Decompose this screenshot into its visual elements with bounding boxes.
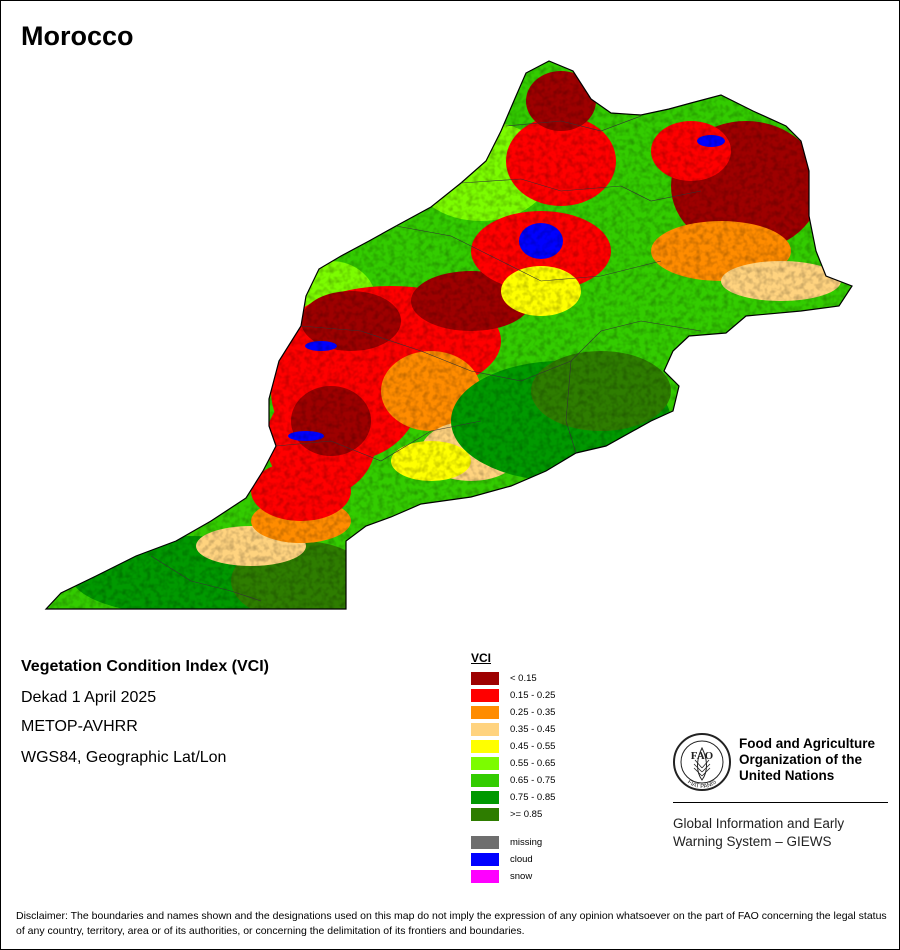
legend-item: < 0.15 bbox=[471, 672, 537, 685]
map-title: Morocco bbox=[21, 21, 134, 51]
svg-text:FIAT PANIS: FIAT PANIS bbox=[686, 779, 718, 790]
sensor-label: METOP-AVHRR bbox=[21, 718, 138, 735]
legend-label: < 0.15 bbox=[510, 673, 537, 684]
org-name: Food and Agriculture Organization of the… bbox=[739, 736, 875, 783]
giews-label: Global Information and Early Warning Sys… bbox=[673, 816, 845, 849]
legend-label: 0.65 - 0.75 bbox=[510, 775, 556, 786]
legend-swatch bbox=[471, 853, 499, 866]
legend-item: 0.55 - 0.65 bbox=[471, 757, 555, 770]
legend-label: 0.35 - 0.45 bbox=[510, 724, 556, 735]
legend-swatch bbox=[471, 672, 499, 685]
org-divider bbox=[673, 802, 888, 803]
legend-item: cloud bbox=[471, 853, 533, 866]
disclaimer: Disclaimer: The boundaries and names sho… bbox=[16, 910, 887, 937]
legend-item: 0.25 - 0.35 bbox=[471, 706, 555, 719]
legend-swatch bbox=[471, 774, 499, 787]
legend-label: >= 0.85 bbox=[510, 809, 543, 820]
legend-swatch bbox=[471, 689, 499, 702]
legend-label: snow bbox=[510, 871, 533, 882]
fao-logo-text: FAO bbox=[691, 750, 714, 762]
legend-label: missing bbox=[510, 837, 543, 848]
legend-label: 0.25 - 0.35 bbox=[510, 707, 556, 718]
legend-item: 0.35 - 0.45 bbox=[471, 723, 555, 736]
fao-logo-motto: FIAT PANIS bbox=[686, 779, 718, 790]
legend-swatch bbox=[471, 808, 499, 821]
legend-label: 0.15 - 0.25 bbox=[510, 690, 556, 701]
legend-swatch bbox=[471, 836, 499, 849]
vci-map bbox=[44, 60, 853, 610]
country-boundary bbox=[44, 60, 853, 610]
legend-swatch bbox=[471, 706, 499, 719]
legend-swatch bbox=[471, 791, 499, 804]
dekad-label: Dekad 1 April 2025 bbox=[21, 689, 157, 706]
legend-item: snow bbox=[471, 870, 532, 883]
legend-label: 0.75 - 0.85 bbox=[510, 792, 556, 803]
projection-label: WGS84, Geographic Lat/Lon bbox=[21, 749, 227, 766]
legend-item: >= 0.85 bbox=[471, 808, 542, 821]
legend-item: missing bbox=[471, 836, 542, 849]
fao-logo: FAO FIAT PANIS bbox=[673, 733, 731, 791]
legend-label: 0.55 - 0.65 bbox=[510, 758, 556, 769]
legend-item: 0.75 - 0.85 bbox=[471, 791, 555, 804]
admin-boundaries bbox=[150, 115, 702, 602]
legend-item: 0.45 - 0.55 bbox=[471, 740, 555, 753]
legend-label: cloud bbox=[510, 854, 533, 865]
legend-swatch bbox=[471, 870, 499, 883]
legend-label: 0.45 - 0.55 bbox=[510, 741, 556, 752]
index-title: Vegetation Condition Index (VCI) bbox=[21, 658, 269, 675]
vci-raster bbox=[46, 61, 852, 609]
legend-item: 0.65 - 0.75 bbox=[471, 774, 555, 787]
legend-swatch bbox=[471, 723, 499, 736]
legend-swatch bbox=[471, 757, 499, 770]
legend-item: 0.15 - 0.25 bbox=[471, 689, 555, 702]
legend-swatch bbox=[471, 740, 499, 753]
legend-title: VCI bbox=[471, 651, 492, 665]
